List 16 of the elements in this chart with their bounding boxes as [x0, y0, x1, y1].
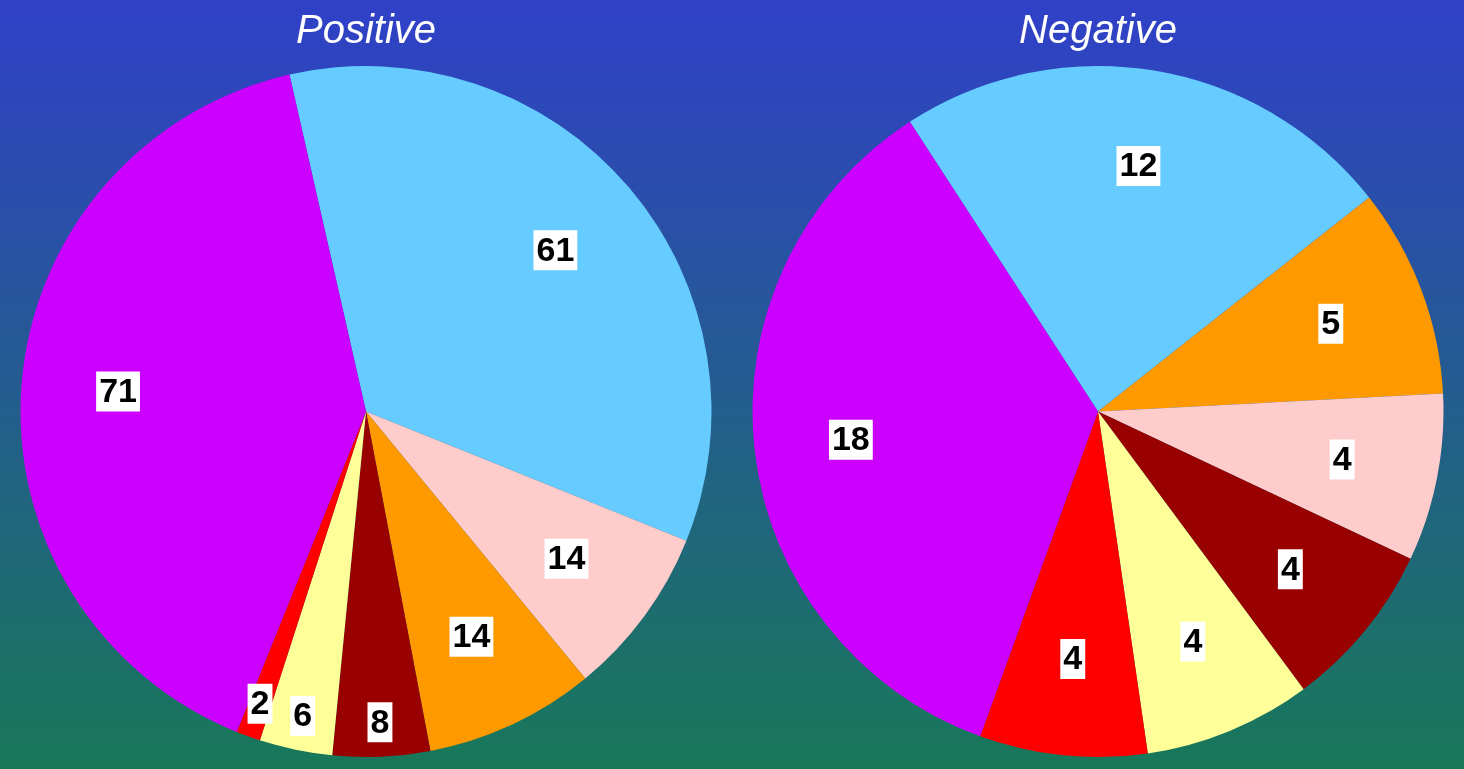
data-label: 14: [547, 538, 586, 577]
data-label: 6: [293, 695, 313, 734]
data-label: 8: [370, 701, 390, 740]
data-label: 4: [1063, 638, 1083, 677]
data-label: 4: [1332, 438, 1352, 477]
data-label: 4: [1280, 548, 1300, 587]
data-label: 2: [250, 683, 270, 722]
data-label: 18: [831, 419, 870, 458]
data-label: 5: [1321, 303, 1341, 342]
chart-title: Positive: [295, 7, 437, 52]
data-label: 71: [99, 370, 137, 409]
data-label: 12: [1119, 145, 1158, 184]
chart-title: Negative: [1019, 7, 1177, 52]
data-label: 4: [1183, 620, 1203, 659]
data-label: 61: [536, 229, 575, 268]
data-label: 14: [452, 616, 491, 655]
